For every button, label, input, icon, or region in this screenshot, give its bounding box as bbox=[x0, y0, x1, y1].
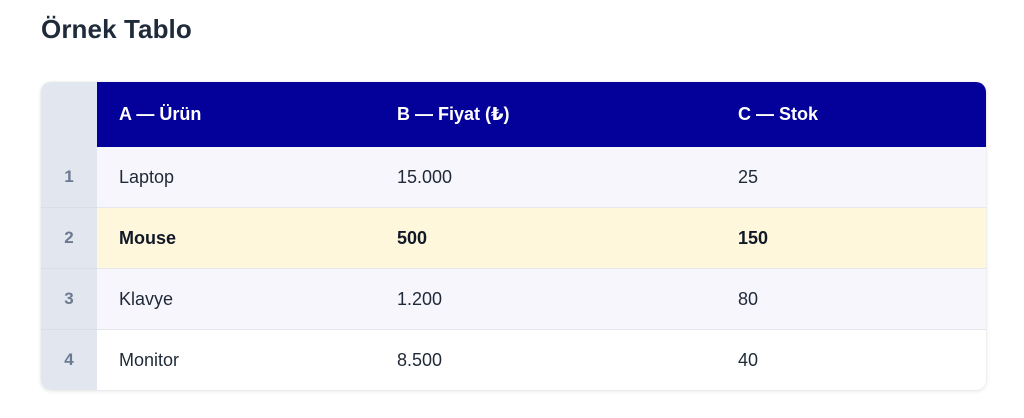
table-cell-product[interactable]: Mouse bbox=[97, 207, 375, 269]
column-header-c[interactable]: C — Stok bbox=[716, 82, 986, 147]
table-cell-stock[interactable]: 25 bbox=[716, 147, 986, 208]
table-cell-price[interactable]: 1.200 bbox=[375, 268, 716, 330]
page-title: Örnek Tablo bbox=[41, 14, 192, 44]
table-cell-product[interactable]: Klavye bbox=[97, 268, 375, 330]
table-cell-stock[interactable]: 80 bbox=[716, 268, 986, 330]
table-cell-stock[interactable]: 150 bbox=[716, 207, 986, 269]
row-index[interactable]: 1 bbox=[41, 147, 97, 208]
table-cell-price[interactable]: 15.000 bbox=[375, 147, 716, 208]
table-row[interactable]: 1 Laptop 15.000 25 bbox=[41, 147, 986, 208]
table-row-selected[interactable]: 2 Mouse 500 150 bbox=[41, 207, 986, 269]
corner-cell[interactable] bbox=[41, 82, 97, 147]
table-row[interactable]: 4 Monitor 8.500 40 bbox=[41, 329, 986, 390]
row-index[interactable]: 2 bbox=[41, 207, 97, 269]
column-header-a[interactable]: A — Ürün bbox=[97, 82, 375, 147]
table-row[interactable]: 3 Klavye 1.200 80 bbox=[41, 268, 986, 330]
data-table: A — Ürün B — Fiyat (₺) C — Stok 1 Laptop… bbox=[41, 82, 986, 390]
row-index[interactable]: 4 bbox=[41, 329, 97, 390]
column-header-b[interactable]: B — Fiyat (₺) bbox=[375, 82, 716, 147]
table-cell-product[interactable]: Laptop bbox=[97, 147, 375, 208]
table-cell-price[interactable]: 500 bbox=[375, 207, 716, 269]
row-index[interactable]: 3 bbox=[41, 268, 97, 330]
table-cell-product[interactable]: Monitor bbox=[97, 329, 375, 390]
table-cell-price[interactable]: 8.500 bbox=[375, 329, 716, 390]
table-cell-stock[interactable]: 40 bbox=[716, 329, 986, 390]
table-header-row: A — Ürün B — Fiyat (₺) C — Stok bbox=[41, 82, 986, 147]
